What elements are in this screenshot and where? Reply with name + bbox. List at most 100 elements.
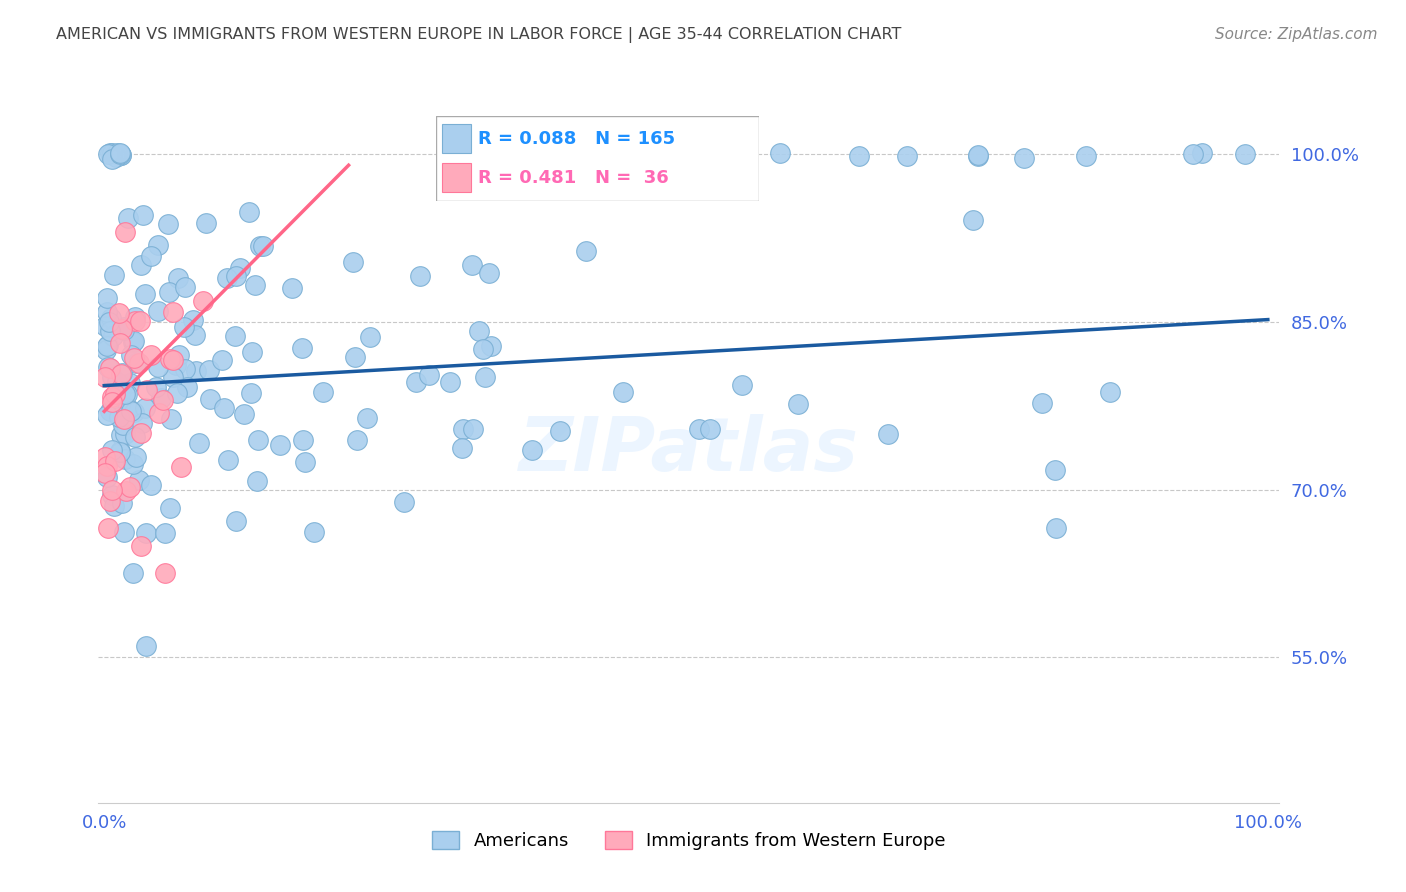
Point — [160, 411, 183, 425]
Point — [108, 445, 131, 459]
Point — [100, 152, 122, 166]
Point — [96, 339, 118, 353]
Point — [269, 437, 291, 451]
Point — [128, 356, 150, 370]
Point — [112, 323, 135, 337]
Point — [292, 433, 315, 447]
Point — [134, 525, 156, 540]
Point — [148, 238, 170, 252]
Text: R = 0.088   N = 165: R = 0.088 N = 165 — [478, 130, 675, 148]
Point — [131, 416, 153, 430]
Point — [100, 404, 122, 418]
Point — [152, 392, 174, 407]
Point — [730, 377, 752, 392]
Point — [118, 376, 141, 390]
Point — [312, 384, 335, 399]
Point — [1043, 463, 1066, 477]
Point — [1074, 148, 1097, 162]
Point — [129, 425, 152, 440]
Point — [96, 291, 118, 305]
Point — [146, 304, 169, 318]
Point — [104, 386, 127, 401]
Point — [356, 410, 378, 425]
Point — [112, 525, 135, 540]
Point — [246, 475, 269, 489]
Point — [170, 460, 193, 475]
Point — [124, 351, 146, 365]
Point — [101, 370, 124, 384]
Point — [188, 436, 211, 450]
Point — [96, 343, 118, 357]
Point — [101, 488, 124, 502]
Point — [94, 466, 117, 480]
Point — [110, 145, 132, 160]
Point — [97, 360, 120, 375]
Point — [96, 408, 118, 422]
Point — [97, 146, 120, 161]
Point — [114, 225, 136, 239]
Point — [110, 147, 132, 161]
Point — [94, 370, 117, 384]
Point — [181, 313, 204, 327]
Point — [110, 384, 132, 398]
Point — [96, 458, 118, 473]
Point — [1045, 521, 1067, 535]
Point — [1031, 396, 1053, 410]
Point — [103, 268, 125, 283]
Point — [124, 310, 146, 325]
Text: AMERICAN VS IMMIGRANTS FROM WESTERN EUROPE IN LABOR FORCE | AGE 35-44 CORRELATIO: AMERICAN VS IMMIGRANTS FROM WESTERN EURO… — [56, 27, 901, 43]
Point — [146, 360, 169, 375]
Point — [98, 361, 121, 376]
Point — [769, 146, 792, 161]
Point — [121, 335, 143, 350]
Point — [96, 469, 118, 483]
Point — [247, 433, 270, 447]
Point — [550, 424, 572, 438]
Point — [169, 349, 191, 363]
Point — [112, 411, 135, 425]
Point — [100, 390, 122, 404]
Point — [128, 313, 150, 327]
Point — [184, 364, 207, 378]
Point — [962, 212, 984, 227]
Bar — [443, 124, 471, 153]
Point — [129, 539, 152, 553]
Point — [104, 147, 127, 161]
Point — [103, 500, 125, 514]
Point — [281, 281, 304, 295]
Point — [408, 268, 430, 283]
Text: Source: ZipAtlas.com: Source: ZipAtlas.com — [1215, 27, 1378, 42]
Text: R = 0.481   N =  36: R = 0.481 N = 36 — [478, 169, 669, 186]
Point — [1181, 146, 1204, 161]
Text: ZIPatlas: ZIPatlas — [519, 414, 859, 487]
Point — [120, 404, 142, 418]
Bar — [443, 163, 471, 192]
Point — [122, 404, 145, 418]
Point — [166, 385, 188, 400]
Point — [145, 380, 167, 394]
Point — [100, 311, 122, 326]
Point — [110, 496, 132, 510]
Point — [111, 417, 134, 432]
Point — [94, 450, 117, 465]
Point — [122, 334, 145, 348]
Point — [173, 320, 195, 334]
Point — [418, 368, 440, 382]
Point — [1234, 147, 1257, 161]
FancyBboxPatch shape — [436, 116, 759, 201]
Point — [896, 149, 918, 163]
Point — [302, 524, 325, 539]
Point — [360, 330, 382, 344]
Point — [848, 149, 870, 163]
Point — [120, 348, 142, 362]
Point — [159, 352, 181, 367]
Point — [157, 217, 180, 231]
Point — [392, 494, 415, 508]
Point — [176, 380, 198, 394]
Point — [125, 450, 148, 464]
Point — [346, 433, 368, 447]
Point — [114, 427, 136, 442]
Point — [198, 392, 221, 407]
Point — [134, 401, 156, 415]
Point — [174, 280, 197, 294]
